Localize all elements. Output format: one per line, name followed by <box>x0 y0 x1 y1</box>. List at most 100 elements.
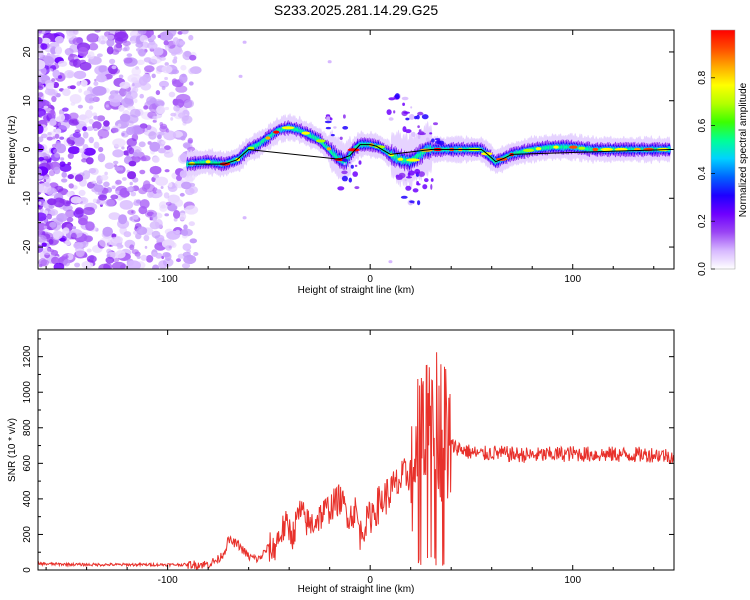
noise-blob <box>142 73 152 83</box>
noise-blob <box>82 170 91 180</box>
noise-blob <box>47 110 57 119</box>
y-tick-label: 0 <box>22 146 33 152</box>
snr-chart: -100 0 100 0 200 400 600 800 1000 1200 Height of… <box>7 329 675 595</box>
colorbar-tick-label: 0.4 <box>697 166 708 180</box>
ridge-peak <box>273 130 280 134</box>
noise-blob <box>179 192 185 197</box>
noise-blob <box>77 115 90 125</box>
noise-blob <box>174 199 184 207</box>
noise-blob <box>181 30 189 35</box>
noise-blob <box>42 56 55 66</box>
noise-blob <box>38 212 47 222</box>
noise-dot <box>388 260 393 264</box>
noise-blob <box>165 46 169 51</box>
ridge-scatter <box>396 176 402 181</box>
noise-blob <box>189 238 197 244</box>
noise-blob <box>60 178 68 183</box>
noise-blob <box>49 249 55 253</box>
noise-blob <box>84 93 97 104</box>
noise-blob <box>187 146 196 152</box>
noise-blob <box>49 221 57 228</box>
noise-blob <box>106 34 115 40</box>
ridge-scatter <box>342 158 348 162</box>
noise-blob <box>67 253 74 261</box>
noise-blob <box>128 125 143 135</box>
noise-blob <box>81 261 94 269</box>
y-tick-label: -20 <box>22 239 33 254</box>
noise-blob <box>50 47 57 54</box>
noise-blob <box>58 119 71 130</box>
noise-blob <box>62 227 70 234</box>
noise-blob <box>130 40 135 44</box>
noise-blob <box>115 250 126 259</box>
noise-blob <box>78 189 86 196</box>
noise-blob <box>172 58 178 64</box>
ridge-scatter <box>409 200 415 203</box>
noise-blob <box>69 94 82 104</box>
noise-blob <box>66 217 74 223</box>
noise-blob <box>86 33 100 43</box>
noise-blob <box>44 176 51 184</box>
noise-blob <box>78 88 83 93</box>
ridge-scatter <box>424 178 429 183</box>
ridge-scatter <box>410 106 413 109</box>
noise-blob <box>66 191 74 198</box>
ridge-peak <box>315 139 326 143</box>
y-tick-label: -10 <box>22 191 33 206</box>
noise-blob <box>96 53 103 58</box>
noise-blob <box>65 209 75 218</box>
noise-blob <box>127 260 141 269</box>
noise-blob <box>153 47 164 56</box>
noise-blob <box>38 174 43 180</box>
noise-blob <box>132 214 139 220</box>
ridge-scatter <box>405 185 412 191</box>
noise-blob <box>98 65 107 73</box>
snr-series-line <box>38 352 674 570</box>
noise-blob <box>127 209 136 215</box>
noise-blob <box>99 136 103 140</box>
noise-blob <box>109 58 116 64</box>
noise-blob <box>58 113 66 122</box>
colorbar-label: Normalized spectral amplitude <box>738 82 749 217</box>
noise-blob <box>48 170 56 177</box>
noise-blob <box>187 137 193 144</box>
noise-blob <box>181 181 192 190</box>
noise-blob <box>81 158 88 163</box>
noise-blob <box>126 94 132 99</box>
ridge-scatter <box>341 170 348 175</box>
noise-blob <box>155 100 165 107</box>
noise-blob <box>188 34 194 41</box>
noise-blob <box>38 59 46 70</box>
noise-blob <box>151 230 161 239</box>
ridge-scatter <box>417 125 420 129</box>
ridge-scatter <box>429 132 433 135</box>
noise-blob <box>72 132 81 138</box>
noise-dot <box>242 216 247 220</box>
noise-blob <box>67 85 73 89</box>
y-tick-label: 1000 <box>22 381 33 404</box>
noise-blob <box>46 136 53 141</box>
noise-blob <box>111 185 116 190</box>
noise-blob <box>103 120 110 127</box>
noise-blob <box>108 212 121 221</box>
noise-blob <box>43 225 48 229</box>
noise-blob <box>91 180 97 184</box>
colorbar: 0.0 0.2 0.4 0.6 0.8 Normalized spectral ampl… <box>697 29 749 276</box>
noise-blob <box>75 207 84 215</box>
noise-blob <box>116 242 123 248</box>
noise-blob <box>104 162 115 170</box>
noise-blob <box>136 255 141 259</box>
noise-blob <box>46 187 58 197</box>
ridge-scatter <box>403 111 410 114</box>
x-tick-label: 100 <box>564 274 581 285</box>
noise-blob <box>149 165 162 175</box>
ridge-peak <box>301 131 311 135</box>
noise-blob <box>129 244 135 251</box>
ridge-scatter <box>419 132 426 136</box>
spectrogram-noise-region <box>38 30 393 269</box>
noise-blob <box>85 157 94 165</box>
noise-blob <box>165 245 173 251</box>
ridge-scatter <box>350 164 354 169</box>
